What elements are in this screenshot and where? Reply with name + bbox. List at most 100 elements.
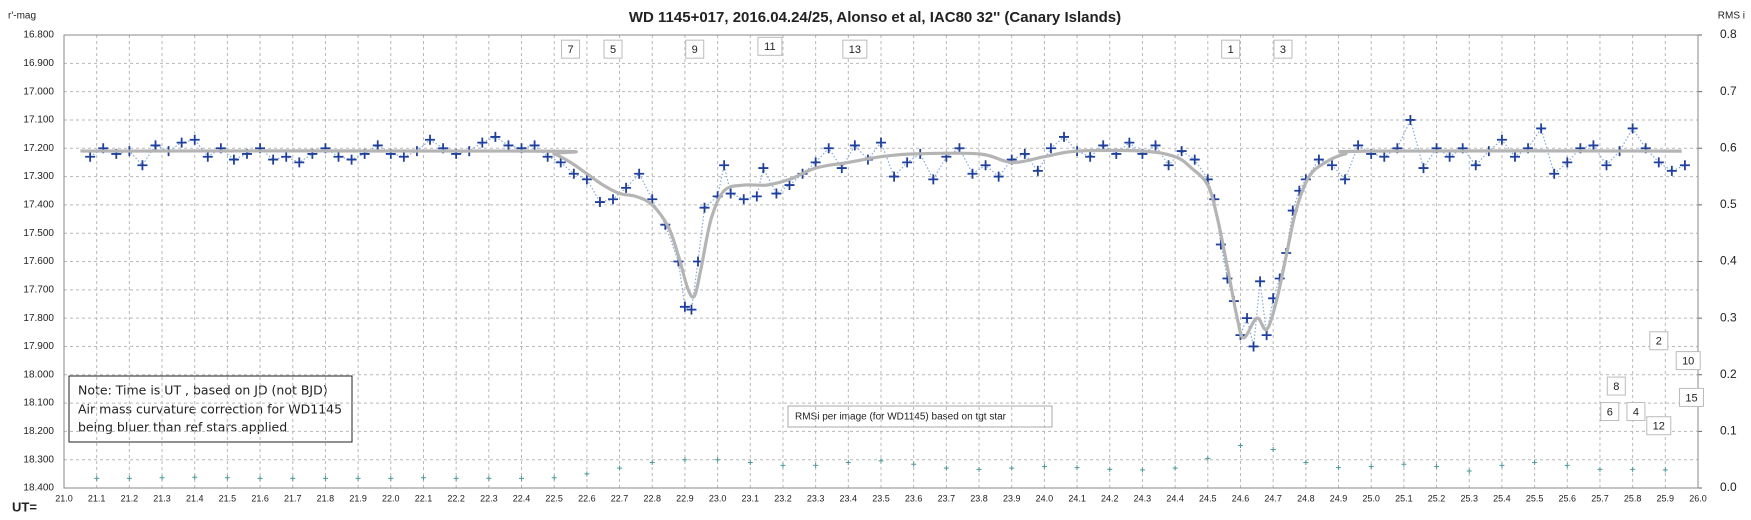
x-tick-label: 23.1 <box>742 493 760 503</box>
data-point <box>647 194 658 205</box>
data-point <box>617 465 623 471</box>
data-point <box>686 304 697 315</box>
data-point <box>621 182 632 193</box>
data-point <box>281 151 292 162</box>
x-axis-label: UT= <box>12 499 37 514</box>
x-tick-label: 22.1 <box>415 493 433 503</box>
data-point <box>420 475 426 481</box>
x-tick-label: 25.2 <box>1428 493 1446 503</box>
note-line: Note: Time is UT , based on JD (not BJD) <box>78 383 328 398</box>
data-point <box>290 475 296 481</box>
y-tick-label: 18.000 <box>23 369 54 380</box>
x-tick-label: 21.5 <box>219 493 237 503</box>
data-point <box>490 131 501 142</box>
y-tick-label: 17.700 <box>23 284 54 295</box>
x-tick-label: 23.8 <box>970 493 988 503</box>
plot-frame <box>63 34 1699 489</box>
annotation-label: 1 <box>1228 44 1234 56</box>
x-tick-label: 21.4 <box>186 493 204 503</box>
x-tick-label: 21.0 <box>55 493 73 503</box>
y2-tick-label: 0.5 <box>1720 197 1737 211</box>
x-tick-label: 23.9 <box>1003 493 1021 503</box>
y-tick-label: 17.900 <box>23 341 54 352</box>
data-point <box>1601 160 1612 171</box>
data-point <box>911 461 917 467</box>
y-tick-label: 17.500 <box>23 228 54 239</box>
data-point <box>1326 160 1337 171</box>
x-tick-label: 22.9 <box>676 493 694 503</box>
data-point <box>747 460 753 466</box>
x-tick-label: 23.2 <box>774 493 792 503</box>
data-point <box>608 194 619 205</box>
x-tick-label: 24.7 <box>1264 493 1282 503</box>
x-tick-label: 22.7 <box>611 493 629 503</box>
data-point <box>1536 123 1547 134</box>
data-point <box>202 151 213 162</box>
data-point <box>126 475 132 481</box>
x-tick-label: 21.2 <box>121 493 139 503</box>
x-tick-label: 21.9 <box>349 493 367 503</box>
data-point <box>1401 461 1407 467</box>
chart-title: WD 1145+017, 2016.04.24/25, Alonso et al… <box>629 9 1121 26</box>
data-point <box>699 202 710 213</box>
annotation-box <box>1649 331 1669 351</box>
data-point <box>453 475 459 481</box>
data-point <box>1662 467 1668 473</box>
x-tick-label: 25.7 <box>1591 493 1609 503</box>
data-point <box>1124 137 1135 148</box>
data-point <box>1150 140 1161 151</box>
data-point <box>1085 151 1096 162</box>
annotation-label: 8 <box>1613 381 1619 393</box>
annotation-box <box>603 39 623 59</box>
data-point <box>784 180 795 191</box>
data-point <box>1496 134 1507 145</box>
annotation-label: 13 <box>849 44 861 56</box>
x-tick-label: 23.5 <box>872 493 890 503</box>
data-point <box>1499 462 1505 468</box>
y-tick-label: 17.000 <box>23 86 54 97</box>
data-point <box>346 154 357 165</box>
series-line <box>80 148 1682 340</box>
data-point <box>477 137 488 148</box>
data-point <box>976 466 982 472</box>
data-point <box>268 154 279 165</box>
data-point <box>876 137 886 148</box>
data-point <box>715 457 721 463</box>
data-point <box>1418 163 1429 174</box>
data-point <box>1549 168 1560 179</box>
data-point <box>954 143 965 154</box>
data-point <box>529 140 540 151</box>
data-point <box>519 475 525 481</box>
annotation-label: 3 <box>1280 44 1286 56</box>
data-point <box>1336 465 1342 471</box>
data-point <box>902 157 913 168</box>
x-tick-label: 26.0 <box>1689 493 1707 503</box>
y-tick-label: 17.400 <box>23 200 54 211</box>
note-line: being bluer than ref stars applied <box>78 420 287 435</box>
data-point <box>1588 140 1599 151</box>
data-point <box>889 171 900 182</box>
data-point <box>845 460 851 466</box>
x-tick-label: 21.1 <box>88 493 106 503</box>
data-point <box>294 157 305 168</box>
data-point <box>1353 140 1364 151</box>
data-point <box>649 460 655 466</box>
data-point <box>1434 463 1440 469</box>
x-tick-label: 24.5 <box>1199 493 1217 503</box>
x-tick-label: 25.3 <box>1460 493 1478 503</box>
data-point <box>725 188 736 199</box>
data-point <box>372 140 383 151</box>
y2-tick-label: 0.4 <box>1720 254 1737 268</box>
x-tick-label: 23.0 <box>709 493 727 503</box>
annotation-label: 12 <box>1653 421 1665 433</box>
y-tick-label: 17.100 <box>23 115 54 126</box>
y2-tick-label: 0.6 <box>1720 140 1737 154</box>
data-point <box>1045 143 1056 154</box>
x-tick-label: 25.6 <box>1559 493 1577 503</box>
x-tick-label: 25.1 <box>1395 493 1413 503</box>
data-point <box>192 474 198 480</box>
data-point <box>1532 460 1538 466</box>
data-point <box>333 151 344 162</box>
data-point <box>1059 131 1070 142</box>
